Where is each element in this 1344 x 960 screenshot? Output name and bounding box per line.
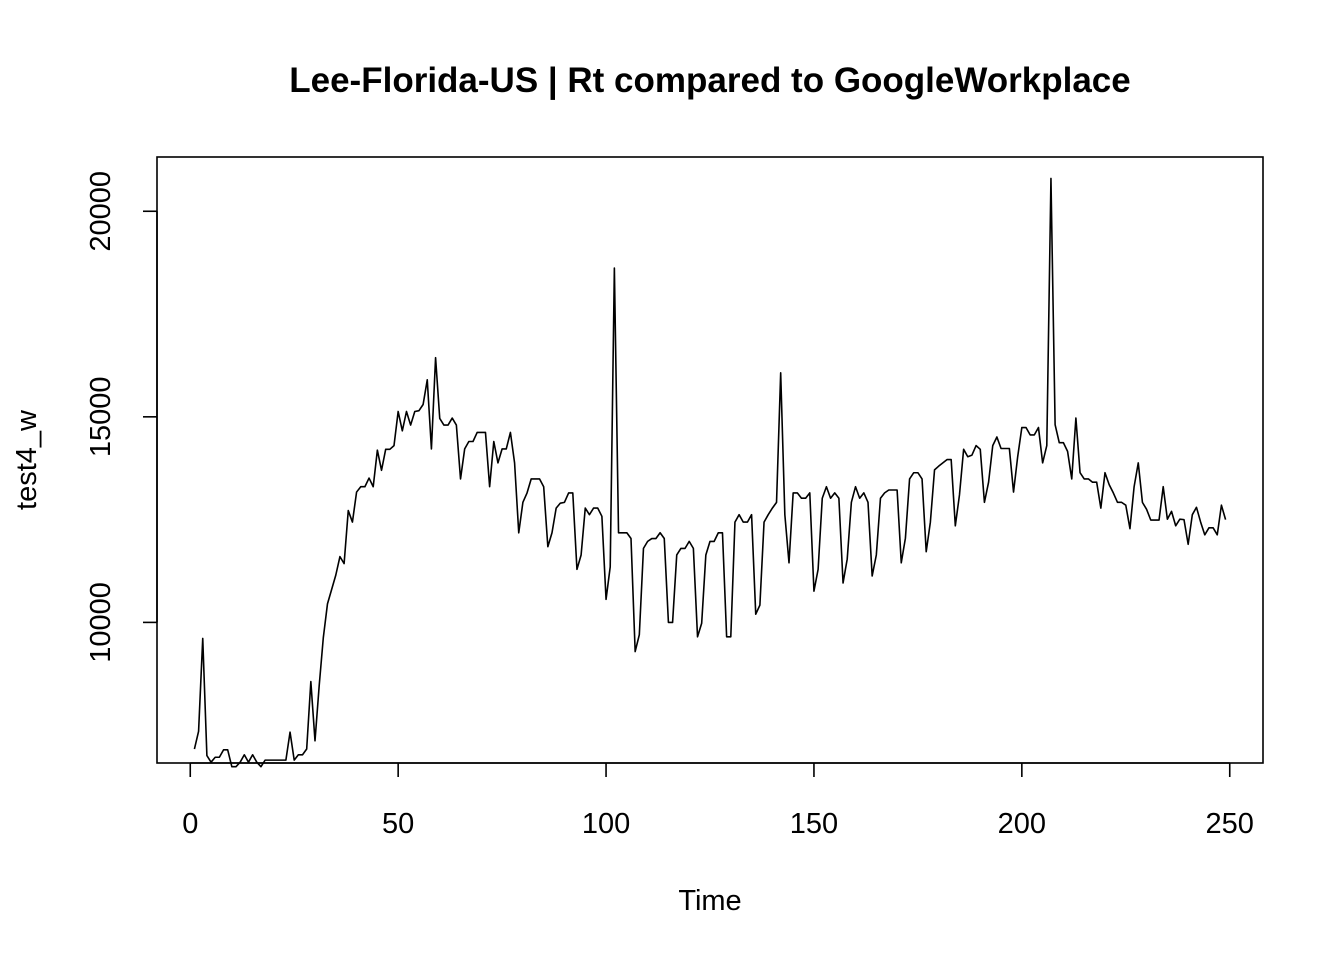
series-layer [193,177,1227,768]
x-axis: 0 50 100 150 200 250 [182,762,1254,840]
x-tick-label: 0 [182,808,198,840]
y-axis-label: test4_w [11,409,43,510]
y-tick-label: 10000 [85,582,117,663]
y-tick-label: 20000 [85,171,117,252]
x-tick-label: 100 [582,808,630,840]
series-line [193,177,1227,768]
x-tick-label: 50 [382,808,414,840]
x-tick-label: 250 [1206,808,1254,840]
x-tick-label: 150 [790,808,838,840]
y-tick-label: 15000 [85,377,117,458]
chart-title: Lee-Florida-US | Rt compared to GoogleWo… [289,61,1131,100]
y-axis: 10000 15000 20000 [85,171,158,663]
x-tick-label: 200 [998,808,1046,840]
x-axis-label: Time [678,885,741,917]
